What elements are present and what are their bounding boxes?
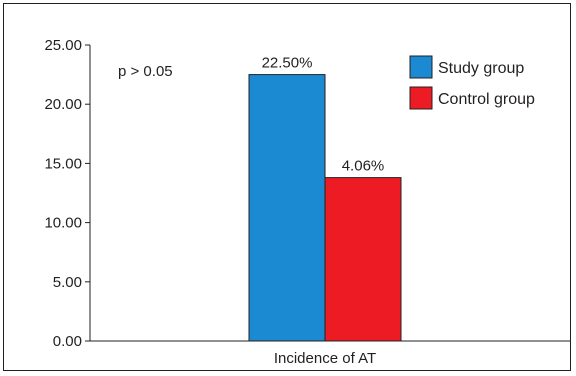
p-value-annotation: p > 0.05 (118, 63, 173, 80)
data-label: 4.06% (342, 158, 385, 175)
axes: 0.00 5.00 10.00 15.00 20.00 25.00 Incidence of… (44, 37, 570, 367)
legend-swatch (409, 55, 433, 79)
y-tick-label: 10.00 (44, 215, 82, 232)
bars: 22.50% 4.06% (248, 55, 402, 342)
y-tick-label: 15.00 (44, 155, 82, 172)
legend-swatch (409, 86, 433, 110)
y-tick-label: 20.00 (44, 96, 82, 113)
legend-label: Study group (438, 60, 524, 77)
data-label: 22.50% (262, 55, 313, 72)
y-tick-label: 25.00 (44, 37, 82, 54)
legend: Study group Control group (409, 55, 535, 110)
y-tick-label: 0.00 (53, 333, 82, 350)
x-tick-label: Incidence of AT (274, 350, 376, 367)
y-tick-label: 5.00 (53, 274, 82, 291)
legend-label: Control group (438, 91, 535, 108)
bar-control-group (324, 177, 402, 342)
bar-study-group (248, 74, 326, 342)
